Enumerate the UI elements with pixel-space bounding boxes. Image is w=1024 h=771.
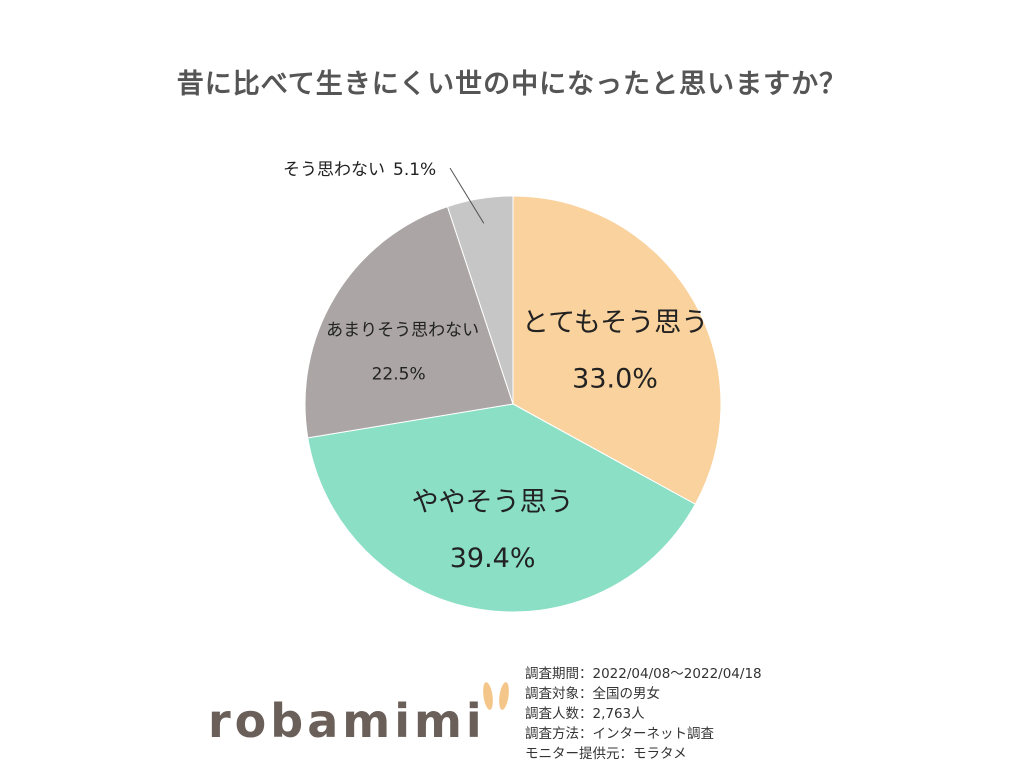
chart-title: 昔に比べて生きにくい世の中になったと思いますか？: [176, 69, 848, 100]
slice-value-3: 5.1%: [393, 160, 436, 180]
pie-slice-3: [446, 195, 514, 405]
survey-count: 調査人数：2,763人: [525, 706, 645, 722]
slice-label-2: あまりそう思わない: [326, 320, 479, 340]
logo-ears-icon: [483, 682, 509, 710]
survey-method: 調査方法：インターネット調査: [525, 726, 714, 742]
survey-info: 調査期間：2022/04/08～2022/04/18 調査対象：全国の男女 調査…: [525, 664, 762, 764]
slice-label-0: とてもそう思う: [522, 308, 708, 339]
slice-label-3: そう思わない: [283, 160, 385, 180]
pie-slice-0: [512, 195, 722, 505]
survey-provider: モニター提供元：モラタメ: [525, 746, 687, 762]
slice-value-0: 33.0%: [572, 364, 658, 395]
slice-label-1: ややそう思う: [412, 487, 574, 518]
slice-value-2: 22.5%: [372, 364, 426, 384]
pie-slice-1: [307, 403, 696, 613]
pie-chart: とてもそう思う 33.0% ややそう思う 39.4% あまりそう思わない 22.5% そう思…: [283, 160, 722, 613]
pie-slice-2: [304, 205, 514, 439]
survey-target: 調査対象：全国の男女: [525, 686, 660, 702]
survey-period: 調査期間：2022/04/08～2022/04/18: [525, 666, 762, 682]
robamimi-logo: robamimi: [208, 694, 486, 748]
slice-value-1: 39.4%: [450, 543, 536, 574]
leader-line: [449, 167, 485, 224]
